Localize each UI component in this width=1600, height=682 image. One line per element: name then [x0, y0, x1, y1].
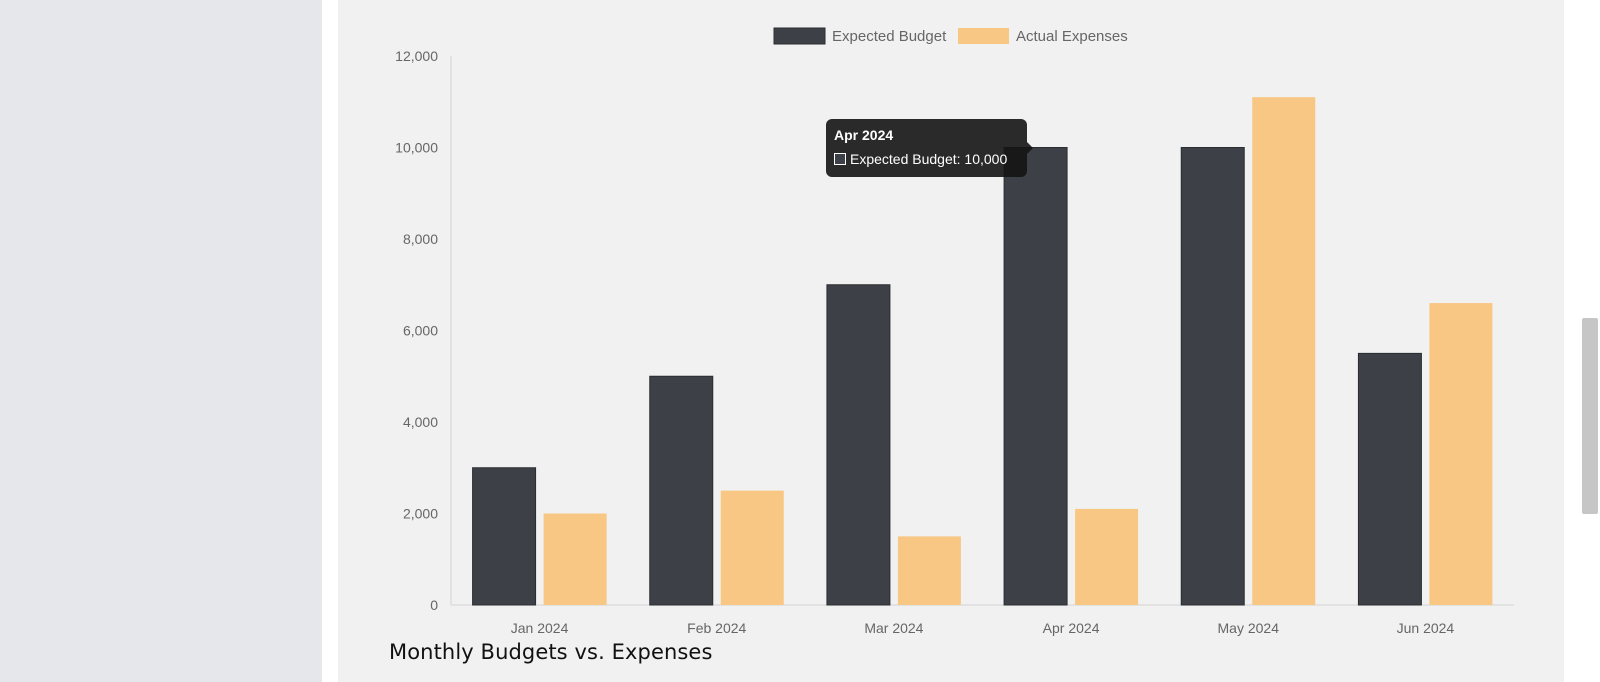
- bar-expected-budget: [1003, 147, 1068, 606]
- legend-swatch: [773, 27, 826, 45]
- legend-label: Expected Budget: [832, 28, 947, 45]
- y-tick-label: 10,000: [395, 140, 438, 156]
- bar-actual-expenses: [1252, 97, 1316, 606]
- bar-expected-budget: [472, 467, 537, 606]
- tooltip-swatch: [834, 153, 846, 165]
- legend-label: Actual Expenses: [1016, 28, 1128, 45]
- y-tick-label: 8,000: [403, 231, 438, 247]
- y-tick-label: 12,000: [395, 48, 438, 64]
- sidebar-panel: [0, 0, 322, 682]
- bar-actual-expenses: [720, 490, 784, 605]
- x-tick-label: Feb 2024: [687, 620, 746, 636]
- bar-actual-expenses: [1075, 508, 1139, 605]
- y-tick-label: 6,000: [403, 323, 438, 339]
- x-tick-label: Jan 2024: [511, 620, 569, 636]
- bar-actual-expenses: [1429, 303, 1493, 605]
- scrollbar-thumb[interactable]: [1582, 318, 1598, 514]
- bar-actual-expenses: [543, 513, 607, 605]
- bar-expected-budget: [1180, 147, 1245, 606]
- x-tick-label: Apr 2024: [1043, 620, 1100, 636]
- x-tick-label: Mar 2024: [864, 620, 923, 636]
- bar-expected-budget: [826, 284, 891, 606]
- y-tick-label: 4,000: [403, 414, 438, 430]
- bar-actual-expenses: [897, 536, 961, 605]
- x-tick-label: May 2024: [1218, 620, 1280, 636]
- bar-expected-budget: [1357, 352, 1422, 606]
- y-tick-label: 0: [430, 597, 438, 613]
- tooltip-row: Expected Budget: 10,000: [834, 151, 1019, 167]
- tooltip-title: Apr 2024: [834, 127, 894, 143]
- x-tick-label: Jun 2024: [1397, 620, 1455, 636]
- tooltip-label: Expected Budget: 10,000: [850, 151, 1008, 167]
- y-tick-label: 2,000: [403, 506, 438, 522]
- bar-expected-budget: [649, 375, 714, 606]
- legend-swatch: [958, 28, 1009, 44]
- chart-tooltip: Apr 2024 Expected Budget: 10,000: [826, 119, 1033, 177]
- chart-title: Monthly Budgets vs. Expenses: [389, 640, 713, 664]
